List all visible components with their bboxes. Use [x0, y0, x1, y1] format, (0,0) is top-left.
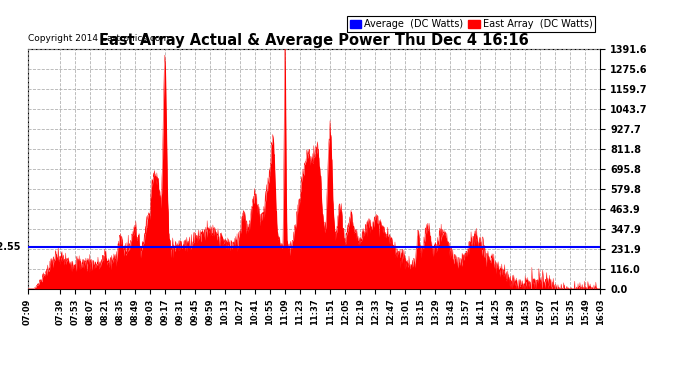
- Text: Copyright 2014 Cartronics.com: Copyright 2014 Cartronics.com: [28, 34, 169, 43]
- Legend: Average  (DC Watts), East Array  (DC Watts): Average (DC Watts), East Array (DC Watts…: [346, 16, 595, 32]
- Text: 242.55: 242.55: [0, 242, 21, 252]
- Title: East Array Actual & Average Power Thu Dec 4 16:16: East Array Actual & Average Power Thu De…: [99, 33, 529, 48]
